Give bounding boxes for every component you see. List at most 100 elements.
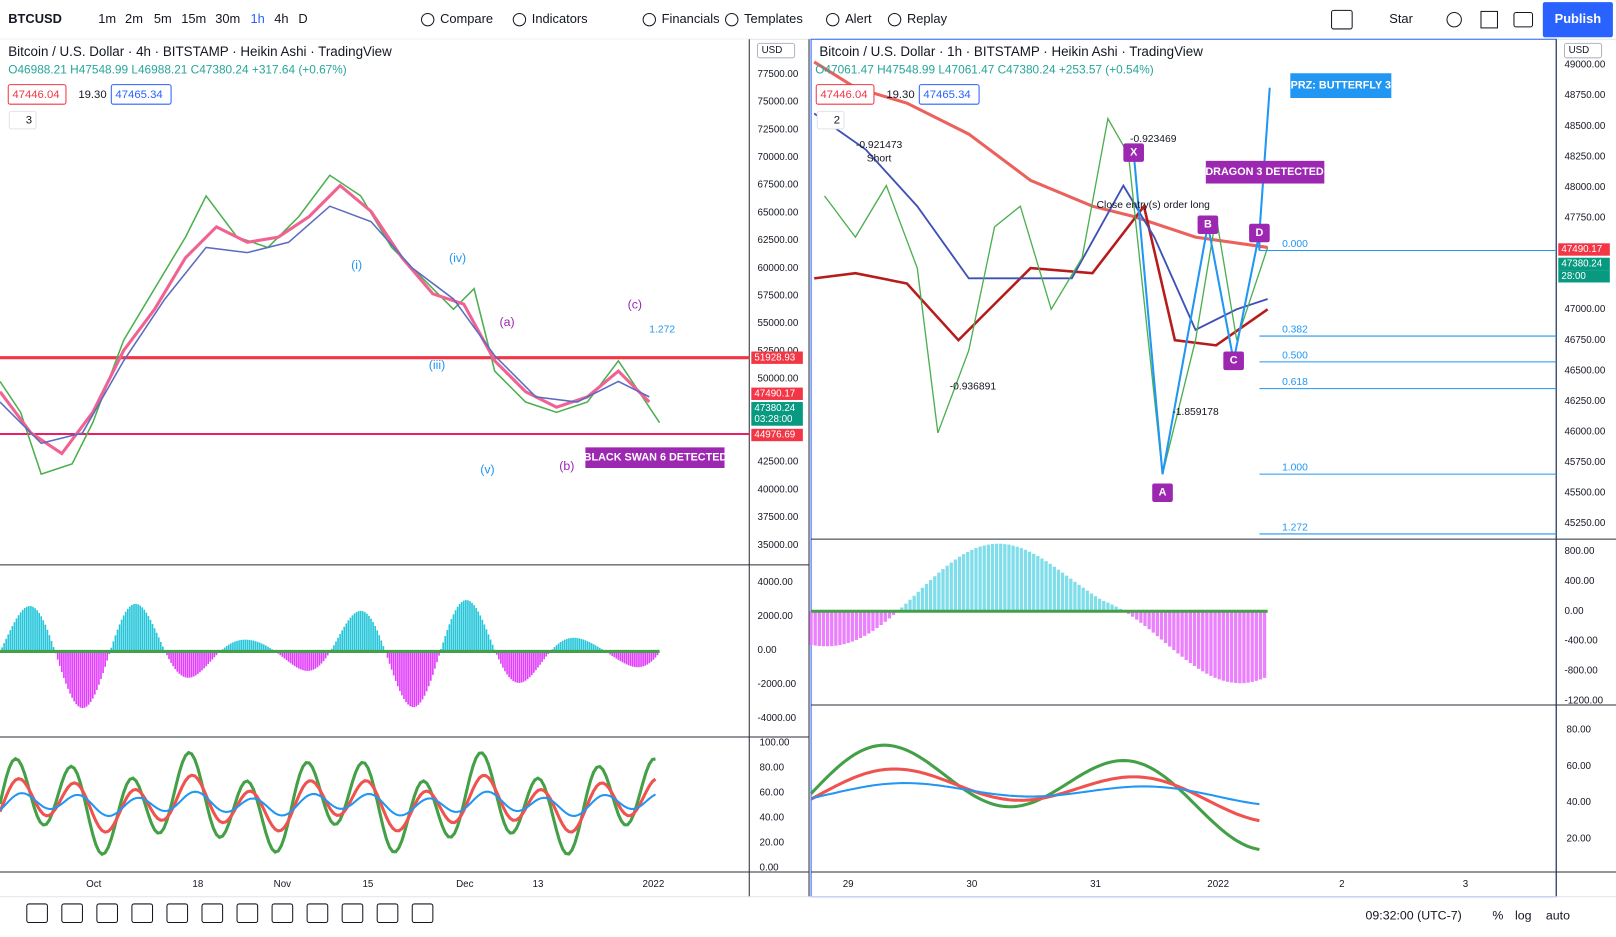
price-badge-label: 47446.04	[820, 89, 867, 101]
toolbar-button[interactable]: Alert	[845, 11, 872, 26]
right-chart-bg	[810, 38, 1557, 898]
interval[interactable]: 2m	[125, 11, 143, 26]
collapse-box[interactable]	[8, 110, 37, 130]
collapse-box[interactable]	[816, 110, 845, 130]
chart-title: Bitcoin / U.S. Dollar · 1h · BITSTAMP · …	[819, 44, 1203, 59]
axis-label: 80.00	[1567, 724, 1592, 735]
ma-line	[0, 205, 650, 445]
interval[interactable]: 4h	[274, 11, 288, 26]
ma-line	[813, 112, 1268, 332]
axis-label: 47000.00	[1564, 304, 1605, 315]
axis-label: 55000.00	[758, 318, 799, 329]
symbol[interactable]: BTCUSD	[8, 11, 62, 26]
layout-icon[interactable]	[1331, 9, 1353, 30]
interval[interactable]: 5m	[154, 11, 172, 26]
drawing-tool[interactable]	[341, 903, 364, 923]
price-badge-label: 19.30	[78, 89, 106, 101]
annotation: -0.921473	[856, 140, 903, 151]
drawing-tool[interactable]	[271, 903, 294, 923]
ma-line	[814, 203, 1269, 347]
pattern-point	[1152, 483, 1173, 502]
price-tag-label: 03:28:00	[754, 414, 793, 425]
star-button[interactable]: Star	[1389, 11, 1413, 26]
snapshot-icon[interactable]	[1513, 11, 1534, 28]
publish-button[interactable]	[1542, 2, 1613, 38]
price-tag-label: 51928.93	[754, 352, 795, 363]
interval[interactable]: 30m	[215, 11, 240, 26]
currency-box[interactable]	[1563, 42, 1603, 59]
time-label: 15	[362, 879, 373, 890]
chart-title: Bitcoin / U.S. Dollar · 4h · BITSTAMP · …	[8, 44, 392, 59]
drawing-tool[interactable]	[236, 903, 259, 923]
time-label: 2	[1339, 879, 1344, 890]
currency-box[interactable]	[756, 42, 796, 59]
button-icon	[887, 12, 902, 27]
toolbar-button[interactable]: Compare	[440, 11, 493, 26]
drawing-tool[interactable]	[376, 903, 399, 923]
time-label: 30	[966, 879, 977, 890]
pattern-point	[1249, 223, 1270, 243]
axis-label: 47750.00	[1564, 212, 1605, 223]
axis-label: 20.00	[1567, 834, 1592, 845]
toolbar-button[interactable]: Indicators	[532, 11, 588, 26]
axis-label: 48500.00	[1564, 121, 1605, 132]
pattern-point-label: C	[1230, 355, 1238, 367]
wave-label: (iv)	[449, 251, 466, 265]
price-tag	[1558, 257, 1610, 271]
axis-label: 52500.00	[758, 346, 799, 357]
drawing-tool[interactable]	[131, 903, 154, 923]
pattern-point-label: B	[1204, 219, 1212, 231]
interval[interactable]: 1h	[250, 11, 264, 26]
toolbar	[0, 0, 1616, 40]
currency: USD	[762, 45, 783, 56]
annotation: Close entry(s) order long	[1097, 200, 1211, 211]
scale-option[interactable]: auto	[1546, 909, 1570, 923]
interval[interactable]: D	[298, 11, 307, 26]
price-tag	[1558, 243, 1610, 256]
axis-label: 48000.00	[1564, 182, 1605, 193]
interval[interactable]: 15m	[181, 11, 206, 26]
drawing-tool[interactable]	[26, 903, 48, 923]
axis-label: 46250.00	[1564, 396, 1605, 407]
clock: 09:32:00 (UTC-7)	[1366, 909, 1462, 923]
axis-label: -800.00	[1564, 666, 1598, 677]
toolbar-button[interactable]: Templates	[744, 11, 803, 26]
price-badge-label: 47446.04	[12, 89, 59, 101]
button-icon	[421, 12, 435, 27]
settings-icon[interactable]	[1446, 11, 1462, 28]
drawing-tool[interactable]	[166, 903, 189, 923]
axis-label: 45500.00	[1564, 488, 1605, 499]
scale-option[interactable]: %	[1492, 909, 1503, 923]
axis-label: 45250.00	[1564, 518, 1605, 529]
scale-option[interactable]: log	[1515, 909, 1532, 923]
price-tag-label: 47490.17	[1561, 244, 1602, 255]
axis-label: 48750.00	[1564, 90, 1605, 101]
time-label: 2022	[1207, 879, 1229, 890]
toolbar-button[interactable]: Replay	[907, 11, 948, 26]
toolbar-button[interactable]: Financials	[662, 11, 720, 26]
axis-label: 40.00	[760, 813, 785, 824]
drawing-tool[interactable]	[201, 903, 224, 923]
annotation: PRZ: BUTTERFLY 3	[1291, 79, 1391, 91]
axis-label: -2000.00	[758, 679, 797, 690]
axis-label: 0.00	[758, 645, 778, 656]
time-label: Nov	[274, 879, 292, 890]
indicator-line	[810, 782, 1260, 806]
drawing-tool[interactable]	[61, 903, 83, 923]
time-label: 3	[1463, 879, 1469, 890]
axis-label: 60000.00	[758, 263, 799, 274]
price-line	[823, 116, 1269, 475]
drawing-tool[interactable]	[96, 903, 119, 923]
drawing-tool[interactable]	[411, 903, 434, 923]
price-badge-label: 19.30	[886, 89, 914, 101]
fullscreen-icon[interactable]	[1480, 10, 1498, 29]
price-tag-label: 28:00	[1561, 271, 1586, 282]
axis-label: 50000.00	[758, 374, 799, 385]
drawing-tool[interactable]	[306, 903, 329, 923]
price-tag	[1558, 270, 1610, 283]
ohlc: O47061.47 H47548.99 L47061.47 C47380.24 …	[815, 62, 1154, 76]
annotation: Short	[867, 154, 892, 165]
interval[interactable]: 1m	[98, 11, 116, 26]
price-tag-label: 47380.24	[754, 403, 795, 414]
